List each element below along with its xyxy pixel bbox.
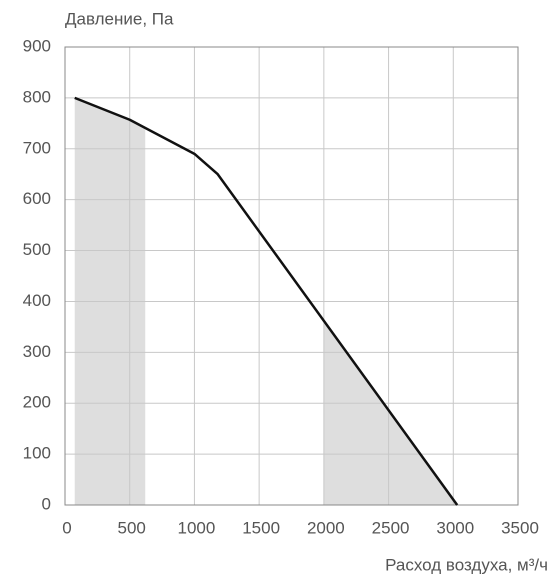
y-tick-label: 300 — [23, 342, 51, 361]
y-axis-label: Давление, Па — [65, 9, 174, 28]
y-tick-label: 0 — [42, 494, 51, 513]
x-tick-label: 500 — [118, 518, 146, 537]
y-tick-label: 500 — [23, 240, 51, 259]
y-tick-label: 400 — [23, 291, 51, 310]
pressure-curve — [74, 96, 459, 506]
x-tick-label: 2000 — [307, 518, 345, 537]
x-tick-label: 1000 — [178, 518, 216, 537]
x-tick-label: 3000 — [436, 518, 474, 537]
y-tick-label: 100 — [23, 444, 51, 463]
y-tick-label: 900 — [23, 36, 51, 55]
x-tick-label: 0 — [62, 518, 71, 537]
y-tick-label: 600 — [23, 189, 51, 208]
x-axis-label: Расход воздуха, м³/ч — [385, 555, 548, 574]
x-tick-label: 1500 — [242, 518, 280, 537]
plot-border — [64, 46, 519, 506]
y-tick-label: 800 — [23, 87, 51, 106]
y-tick-label: 200 — [23, 393, 51, 412]
y-tick-label: 700 — [23, 138, 51, 157]
x-tick-label: 2500 — [372, 518, 410, 537]
x-tick-label: 3500 — [501, 518, 539, 537]
